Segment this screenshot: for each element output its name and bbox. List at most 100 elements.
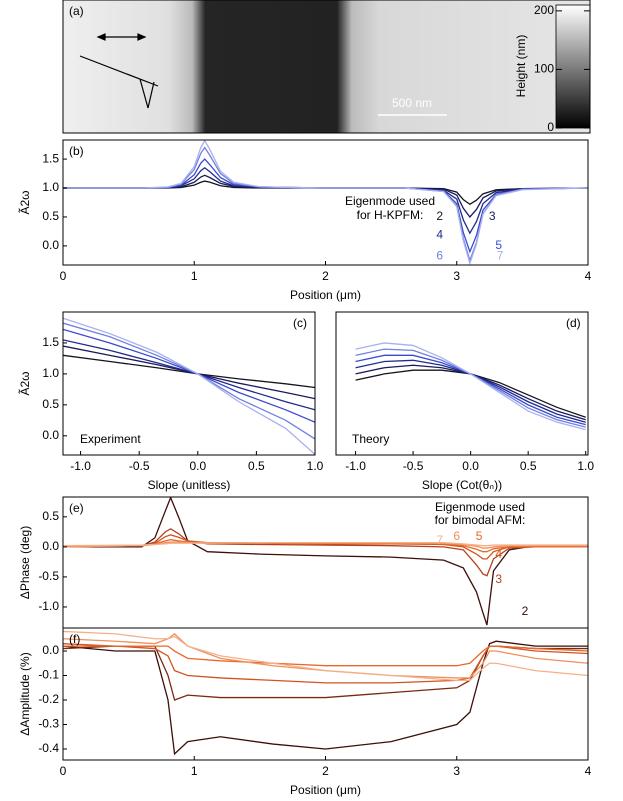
data-line [63, 633, 588, 679]
y-tick-label: 0.0 [42, 539, 59, 553]
y-tick-label: 0.0 [42, 643, 59, 657]
panel-label: (b) [69, 144, 84, 158]
y-tick-label: 0.0 [42, 238, 59, 252]
panel-frame [335, 311, 589, 456]
data-line [63, 645, 588, 667]
panel-label: (f) [69, 632, 80, 646]
plot-area [63, 497, 588, 626]
data-line [63, 146, 588, 263]
data-line [355, 354, 586, 426]
y-tick-label: 0.5 [42, 397, 59, 411]
series-label: 5 [495, 238, 502, 252]
y-axis-label: ΔPhase (deg) [18, 526, 32, 599]
x-tick-label: 1 [191, 269, 198, 283]
x-tick-label: 4 [585, 269, 592, 283]
series-label: 3 [495, 572, 502, 586]
x-axis-label: Position (μm) [290, 288, 361, 302]
data-line [63, 345, 315, 400]
scale-bar-label: 500 nm [392, 96, 432, 110]
series-label: 6 [436, 248, 443, 262]
series-label: 4 [495, 547, 502, 561]
data-line [63, 174, 588, 219]
annotation: Eigenmode used [345, 194, 435, 208]
panel-frame [62, 139, 589, 266]
data-line [63, 497, 588, 626]
plot-area [355, 342, 586, 431]
y-tick-label: -0.3 [38, 717, 59, 731]
x-tick-label: 3 [453, 269, 460, 283]
x-tick-label: -1.0 [345, 459, 366, 473]
y-tick-label: -0.5 [38, 569, 59, 583]
y-tick-label: 1.5 [42, 151, 59, 165]
series-label: 7 [436, 533, 443, 547]
y-tick-label: -0.4 [38, 741, 59, 755]
data-line [355, 359, 586, 423]
annotation: for bimodal AFM: [435, 513, 526, 527]
y-tick-label: 1.0 [42, 366, 59, 380]
data-line [63, 645, 588, 701]
colorbar-label: Height (nm) [514, 35, 528, 98]
panel-frame [62, 311, 316, 456]
data-line [63, 640, 588, 756]
series-label: 5 [476, 529, 483, 543]
y-tick-label: -0.1 [38, 668, 59, 682]
y-tick-label: -0.2 [38, 692, 59, 706]
x-axis-label: Slope (unitless) [148, 478, 231, 492]
x-tick-label: -0.5 [129, 459, 150, 473]
colorbar [555, 4, 591, 129]
y-axis-label: Ã2ω [18, 190, 32, 214]
x-axis-label: Slope (Cot(θₙ)) [422, 478, 502, 492]
data-line [63, 140, 588, 265]
annotation: Experiment [80, 432, 141, 446]
data-line [63, 339, 315, 411]
x-tick-label: 3 [453, 764, 460, 778]
plot-area [63, 630, 588, 756]
x-tick-label: 0 [60, 269, 67, 283]
data-line [355, 342, 586, 431]
plot-area [63, 317, 315, 455]
x-tick-label: 1.0 [307, 459, 324, 473]
series-label: 6 [453, 529, 460, 543]
plot-area [63, 140, 588, 265]
afm-image [63, 0, 590, 133]
panel-label: (e) [69, 501, 84, 515]
panel-label: (c) [293, 316, 307, 330]
colorbar-tick-label: 100 [534, 62, 554, 76]
x-tick-label: 2 [322, 764, 329, 778]
x-tick-label: 4 [585, 764, 592, 778]
y-tick-label: 0.0 [42, 428, 59, 442]
cantilever-sketch [79, 33, 159, 109]
y-tick-label: 1.0 [42, 180, 59, 194]
y-axis-label: Ã2ω [18, 371, 32, 395]
series-label: 3 [489, 209, 496, 223]
y-tick-label: 0.5 [42, 209, 59, 223]
y-axis-label: ΔAmplitude (%) [18, 652, 32, 735]
data-line [63, 158, 588, 254]
annotation: Theory [352, 432, 389, 446]
data-line [63, 630, 588, 682]
series-label: 4 [436, 228, 443, 242]
series-label: 2 [436, 209, 443, 223]
y-tick-label: 0.5 [42, 509, 59, 523]
x-tick-label: 0 [60, 764, 67, 778]
data-line [63, 328, 315, 423]
data-line [63, 528, 588, 577]
x-tick-label: 0.0 [462, 459, 479, 473]
y-tick-label: -1.0 [38, 599, 59, 613]
colorbar-tick-label: 200 [534, 3, 554, 17]
data-line [63, 317, 315, 455]
series-label: 2 [522, 604, 529, 618]
colorbar-tick-label: 0 [547, 120, 554, 134]
x-tick-label: 2 [322, 269, 329, 283]
data-line [63, 643, 588, 684]
panel-label: (d) [566, 316, 581, 330]
data-line [355, 369, 586, 418]
x-tick-label: 0.5 [248, 459, 265, 473]
annotation: Eigenmode used [435, 500, 525, 514]
x-tick-label: 1.0 [577, 459, 594, 473]
x-tick-label: 0.5 [520, 459, 537, 473]
series-label: 7 [497, 248, 504, 262]
data-line [63, 542, 588, 547]
